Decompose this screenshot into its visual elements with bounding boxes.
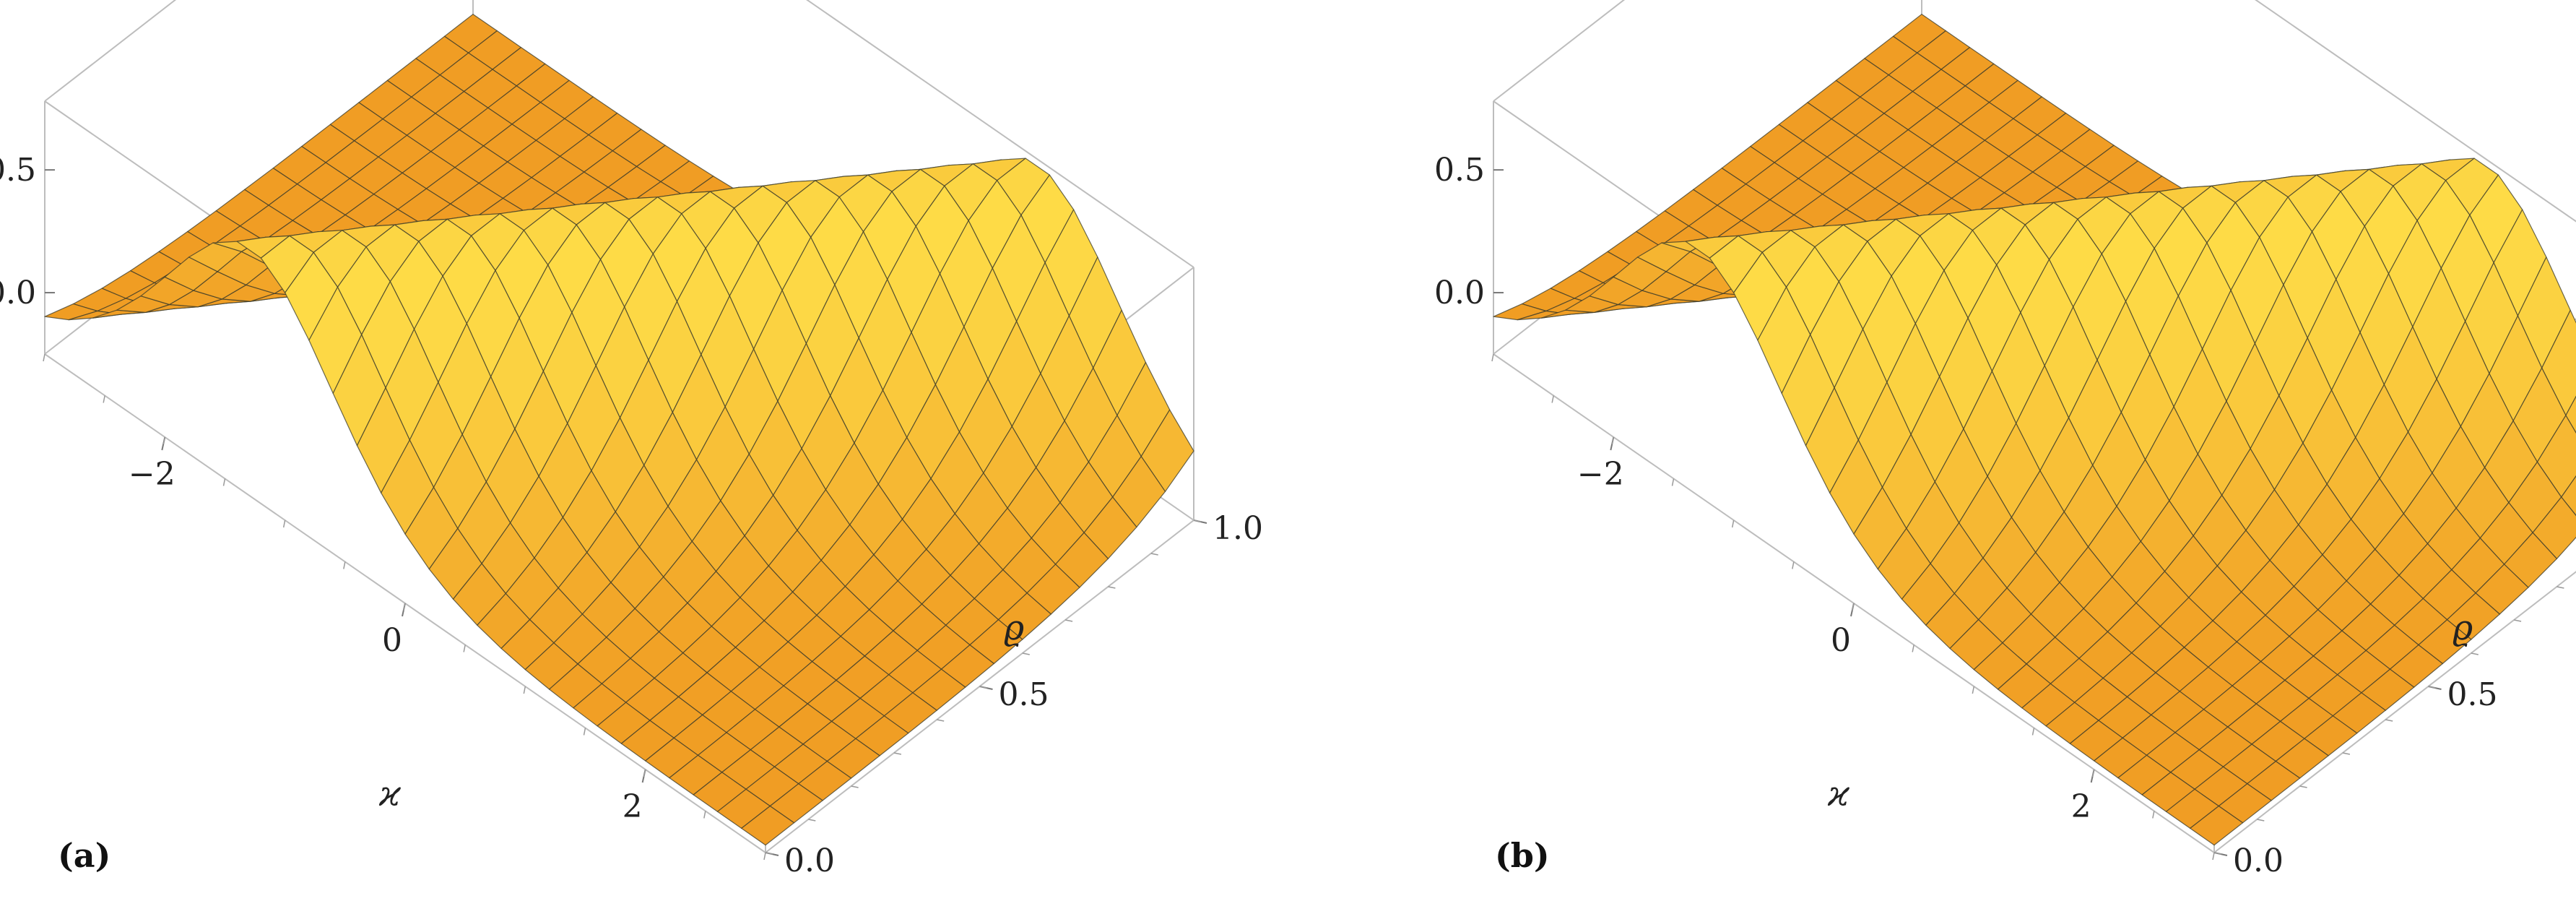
x-minor-tick [2152,811,2155,819]
x-tick-label: −2 [129,456,175,493]
x-minor-tick [523,686,526,694]
y-minor-tick [2299,785,2307,788]
x-minor-tick [1551,395,1554,403]
x-minor-tick [1671,478,1675,486]
x-axis-label: ϰ [378,774,402,814]
panel-a: −2 0 2 0.0 0.5 1.0 0.0 0.5 ϰ ϱ (a) [0,0,1263,879]
x-minor-tick [1912,645,1914,652]
x-minor-tick [1731,520,1735,528]
y-minor-tick [1193,520,1202,522]
box-edge [1493,0,1626,102]
y-minor-tick [808,819,816,822]
x-minor-tick [1792,561,1795,569]
panel-label: (b) [1495,836,1550,875]
panel-label: (a) [58,836,110,875]
x-minor-tick [162,436,166,445]
x-minor-tick [343,561,346,569]
z-tick-label: 0.0 [0,275,36,311]
x-minor-tick [1852,603,1855,611]
x-minor-tick [103,395,105,403]
y-tick-label: 0.5 [999,676,1049,713]
y-minor-tick [2257,819,2265,822]
y-minor-tick [851,785,859,788]
x-minor-tick [282,520,286,528]
z-tick-label: 0.0 [1434,275,1485,311]
y-minor-tick [2342,752,2351,755]
y-minor-tick [1022,652,1030,655]
y-minor-tick [937,719,945,722]
x-tick-label: 0 [382,622,402,659]
y-minor-tick [2557,586,2564,589]
y-axis-label: ϱ [2453,608,2473,648]
surface-patch [741,805,795,846]
surface-mesh [1493,14,2576,846]
surface-mesh [44,14,1194,846]
x-tick-label: 2 [623,788,643,825]
y-minor-tick [2385,719,2393,722]
x-minor-tick [403,603,406,611]
y-minor-tick [2513,619,2522,622]
y-minor-tick [2471,652,2479,655]
box-edge [2255,0,2576,223]
y-tick-label: 1.0 [1213,510,1263,547]
y-minor-tick [2213,852,2222,855]
x-minor-tick [2091,769,2095,777]
box-edge [44,0,177,102]
x-axis-label: ϰ [1827,774,1850,814]
y-minor-tick [1108,586,1116,589]
x-tick-label: 2 [2071,788,2091,825]
x-minor-tick [583,728,586,736]
x-minor-tick [43,353,45,362]
x-minor-tick [1491,353,1494,362]
surface-patch [2190,805,2244,846]
y-minor-tick [979,686,987,689]
x-minor-tick [463,645,466,652]
x-minor-tick [763,852,766,861]
x-minor-tick [1611,436,1615,445]
x-minor-tick [1972,686,1975,694]
z-tick-label: 0.5 [1434,152,1485,189]
y-tick-label: 0.0 [2233,842,2284,879]
x-tick-label: 0 [1831,622,1851,659]
x-tick-label: −2 [1577,456,1624,493]
x-minor-tick [222,478,226,486]
y-minor-tick [2428,686,2436,689]
x-minor-tick [2031,728,2035,736]
box-edge [806,0,1194,268]
y-minor-tick [893,752,902,755]
x-minor-tick [2212,852,2215,861]
surface-patch [2561,475,2576,517]
surface-patch [2565,395,2576,434]
y-minor-tick [1150,553,1158,556]
y-axis-label: ϱ [1004,608,1024,648]
y-tick-label: 0.0 [784,842,835,879]
y-minor-tick [765,852,773,855]
x-minor-tick [643,769,646,777]
z-tick-label: 0.5 [0,152,36,189]
y-tick-label: 0.5 [2447,676,2498,713]
x-minor-tick [703,811,706,819]
y-minor-tick [1064,619,1073,622]
